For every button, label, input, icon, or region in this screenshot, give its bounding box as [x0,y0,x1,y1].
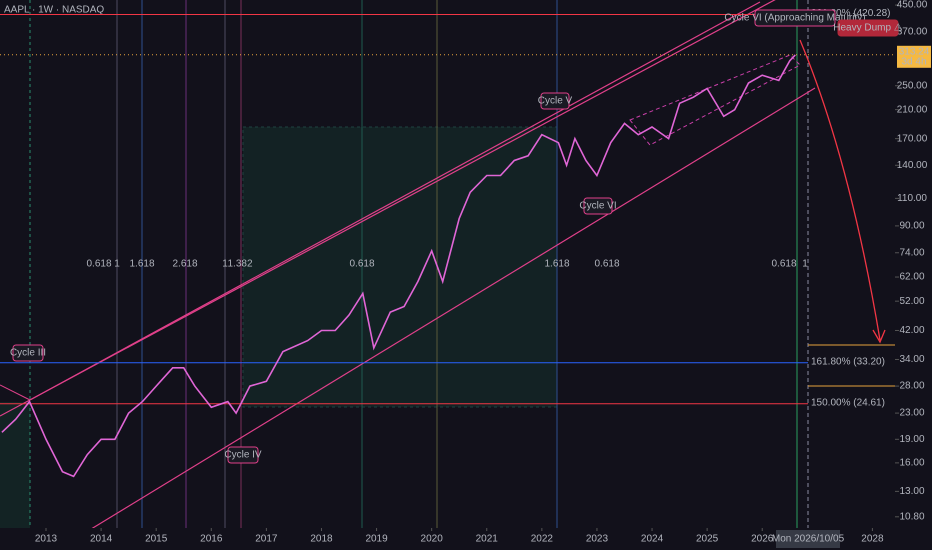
annotation-box [227,446,259,464]
x-tick-label: 2025 [696,534,719,545]
wedge [629,54,801,146]
price-badge [897,45,931,68]
annotation-box [540,92,570,110]
annotation-label: Cycle III [10,348,46,359]
time-fib-label: 2.618 [172,259,197,270]
y-tick-label: 450.00 [897,0,928,11]
y-tick-label: 13.00 [899,486,924,497]
arrow [799,39,881,341]
fib-level-label: 161.80% (33.20) [811,356,885,367]
x-tick-label: 2015 [145,534,168,545]
y-tick-label: 16.00 [899,458,924,469]
time-fib-label: 0.618 [349,259,374,270]
y-tick-label: 34.00 [899,354,924,365]
fib-level-label: 361.80% (420.28) [811,8,891,19]
time-axis [0,528,932,550]
x-tick-label: 2019 [365,534,388,545]
y-tick-label: 210.00 [897,104,928,115]
fib-level-label: 150.00% (24.61) [811,397,885,408]
price-axis [895,0,932,528]
y-tick-label: 170.00 [897,133,928,144]
arrow-head [872,329,886,344]
y-tick-label: 28.00 [899,381,924,392]
time-fib-label: 0.618 [86,259,111,270]
channel-line [0,384,31,401]
y-tick-label: 110.00 [897,193,927,204]
annotation-label: Cycle V [538,96,573,107]
y-tick-label: 74.00 [899,247,924,258]
highlight-zone [0,402,30,528]
y-tick-label: 370.00 [897,27,928,38]
x-tick-label: 2022 [531,534,554,545]
x-tick-label: 2020 [421,534,444,545]
y-tick-label: 42.00 [899,325,924,336]
annotation-box [837,19,899,37]
y-tick-label: 52.00 [899,296,924,307]
crosshair-badge [776,530,840,548]
x-tick-label: 2023 [586,534,609,545]
time-fib-label: 1 [114,259,120,270]
annotation-label: Cycle VI [579,201,616,212]
channel-line [29,1,761,401]
time-fib-label: 1.618 [129,259,154,270]
y-tick-label: 140.00 [897,160,928,171]
y-tick-label: 250.00 [897,80,928,91]
y-tick-label: 23.00 [899,408,924,419]
annotation-label: Heavy Dump ⚠ [833,23,903,34]
x-tick-label: 2021 [476,534,499,545]
x-tick-label: 2017 [255,534,278,545]
time-fib-label: 0.618 [771,259,796,270]
annotation-label: Cycle IV [224,450,262,461]
price-badge-label: 313.24 [899,46,930,57]
time-fib-label: 1.382 [227,259,252,270]
annotation-box [583,197,613,215]
x-tick-label: 2014 [90,534,113,545]
highlight-zone [242,126,558,408]
y-tick-label: 10.80 [899,511,924,522]
y-tick-label: 19.00 [899,434,924,445]
channel-line [59,87,816,549]
price-line [1,54,796,478]
annotation-label: Cycle VI (Approaching Maturity) [724,13,865,24]
x-tick-label: 2026 [751,534,774,545]
channel-line [0,0,776,417]
price-series [1,54,796,478]
x-tick-label: 2018 [310,534,333,545]
crosshair-label: Mon 2026/10/05 [772,534,845,545]
y-tick-label: 62.00 [899,272,924,283]
x-tick-label: 2028 [861,534,884,545]
x-tick-label: 2016 [200,534,223,545]
time-fib-label: 1.618 [544,259,569,270]
annotation-box [754,9,836,27]
channels [0,0,895,549]
x-tick-label: 2024 [641,534,664,545]
y-tick-label: 90.00 [899,221,924,232]
annotation-box [12,344,44,362]
time-fib-label: 1 [802,259,808,270]
x-tick-label: 2013 [35,534,58,545]
symbol-title: AAPL · 1W · NASDAQ [4,5,104,16]
time-fib-label: 0.618 [594,259,619,270]
time-fib-label: 1 [222,259,228,270]
countdown-label: 3d 4h [901,56,926,67]
